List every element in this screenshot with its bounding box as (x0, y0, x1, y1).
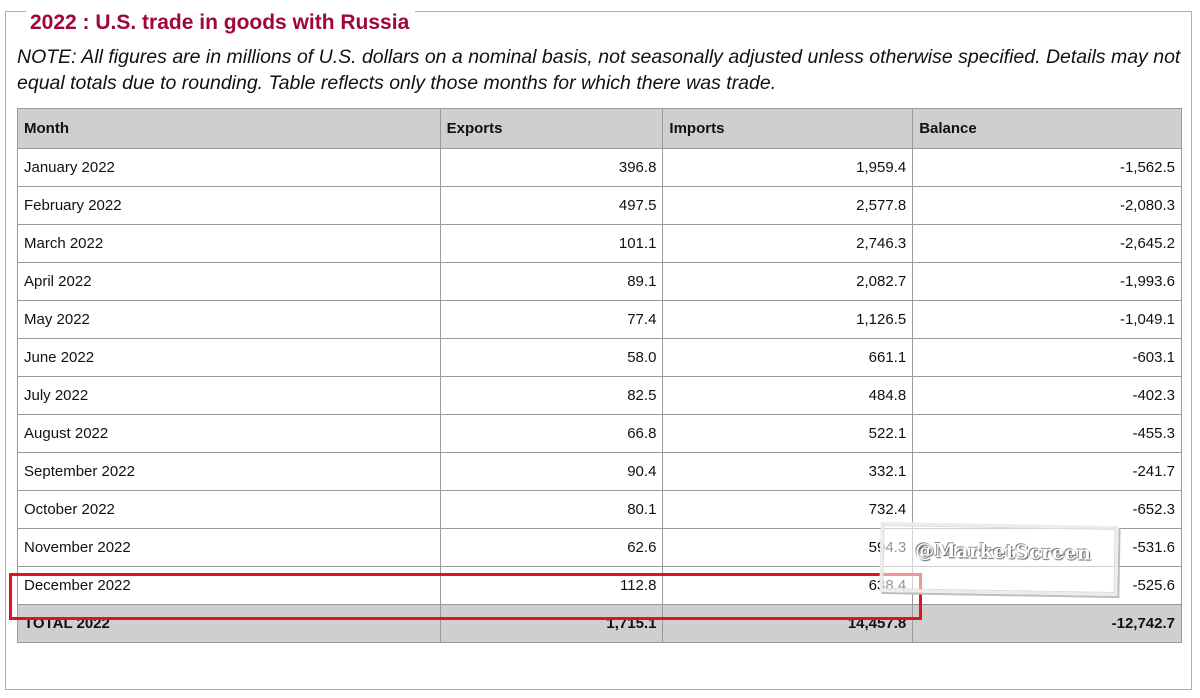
balance-cell: -652.3 (912, 490, 1182, 529)
total-balance-cell: -12,742.7 (912, 604, 1182, 643)
exports-cell: 112.8 (439, 566, 664, 605)
imports-cell: 2,746.3 (662, 224, 914, 263)
exports-cell: 62.6 (439, 528, 664, 567)
balance-cell: -1,993.6 (912, 262, 1182, 301)
table-row: August 2022 66.8 522.1 -455.3 (17, 414, 1182, 453)
imports-cell: 522.1 (662, 414, 914, 453)
month-cell: September 2022 (17, 452, 441, 491)
balance-cell: -603.1 (912, 338, 1182, 377)
balance-cell: -531.6 (912, 528, 1182, 567)
column-header-month[interactable]: Month (17, 108, 441, 149)
balance-cell: -1,562.5 (912, 148, 1182, 187)
month-cell: November 2022 (17, 528, 441, 567)
month-cell: January 2022 (17, 148, 441, 187)
imports-cell: 661.1 (662, 338, 914, 377)
column-header-imports[interactable]: Imports (662, 108, 914, 149)
month-cell: July 2022 (17, 376, 441, 415)
balance-cell: -2,080.3 (912, 186, 1182, 225)
table-row-highlighted: December 2022 112.8 638.4 -525.6 (17, 566, 1182, 605)
panel-title: 2022 : U.S. trade in goods with Russia (26, 10, 416, 36)
table-row: July 2022 82.5 484.8 -402.3 (17, 376, 1182, 415)
imports-cell: 484.8 (662, 376, 914, 415)
trade-panel: 2022 : U.S. trade in goods with Russia (5, 10, 1192, 690)
total-exports-cell: 1,715.1 (439, 604, 664, 643)
imports-cell: 2,082.7 (662, 262, 914, 301)
table-row: January 2022 396.8 1,959.4 -1,562.5 (17, 148, 1182, 187)
imports-cell: 732.4 (662, 490, 914, 529)
imports-cell: 1,126.5 (662, 300, 914, 339)
month-cell: May 2022 (17, 300, 441, 339)
exports-cell: 89.1 (439, 262, 664, 301)
table-row: November 2022 62.6 594.3 -531.6 (17, 528, 1182, 567)
table-row: October 2022 80.1 732.4 -652.3 (17, 490, 1182, 529)
column-header-balance[interactable]: Balance (912, 108, 1182, 149)
trade-table: Month Exports Imports Balance January 20… (17, 108, 1182, 643)
balance-cell: -402.3 (912, 376, 1182, 415)
month-cell: December 2022 (17, 566, 441, 605)
month-cell: August 2022 (17, 414, 441, 453)
table-row: February 2022 497.5 2,577.8 -2,080.3 (17, 186, 1182, 225)
total-label-cell: TOTAL 2022 (17, 604, 441, 643)
balance-cell: -455.3 (912, 414, 1182, 453)
table-header-row: Month Exports Imports Balance (17, 108, 1182, 149)
exports-cell: 82.5 (439, 376, 664, 415)
table-row: April 2022 89.1 2,082.7 -1,993.6 (17, 262, 1182, 301)
balance-cell: -2,645.2 (912, 224, 1182, 263)
balance-cell: -525.6 (912, 566, 1182, 605)
exports-cell: 396.8 (439, 148, 664, 187)
total-imports-cell: 14,457.8 (662, 604, 914, 643)
exports-cell: 80.1 (439, 490, 664, 529)
exports-cell: 497.5 (439, 186, 664, 225)
month-cell: June 2022 (17, 338, 441, 377)
month-cell: October 2022 (17, 490, 441, 529)
month-cell: March 2022 (17, 224, 441, 263)
column-header-exports[interactable]: Exports (439, 108, 664, 149)
balance-cell: -241.7 (912, 452, 1182, 491)
month-cell: April 2022 (17, 262, 441, 301)
month-cell: February 2022 (17, 186, 441, 225)
exports-cell: 66.8 (439, 414, 664, 453)
imports-cell: 638.4 (662, 566, 914, 605)
exports-cell: 101.1 (439, 224, 664, 263)
imports-cell: 332.1 (662, 452, 914, 491)
table-row: September 2022 90.4 332.1 -241.7 (17, 452, 1182, 491)
table-row: March 2022 101.1 2,746.3 -2,645.2 (17, 224, 1182, 263)
imports-cell: 594.3 (662, 528, 914, 567)
balance-cell: -1,049.1 (912, 300, 1182, 339)
exports-cell: 77.4 (439, 300, 664, 339)
table-note: NOTE: All figures are in millions of U.S… (17, 46, 1181, 94)
imports-cell: 1,959.4 (662, 148, 914, 187)
table-row: June 2022 58.0 661.1 -603.1 (17, 338, 1182, 377)
total-row: TOTAL 2022 1,715.1 14,457.8 -12,742.7 (17, 604, 1182, 643)
imports-cell: 2,577.8 (662, 186, 914, 225)
exports-cell: 58.0 (439, 338, 664, 377)
table-row: May 2022 77.4 1,126.5 -1,049.1 (17, 300, 1182, 339)
exports-cell: 90.4 (439, 452, 664, 491)
